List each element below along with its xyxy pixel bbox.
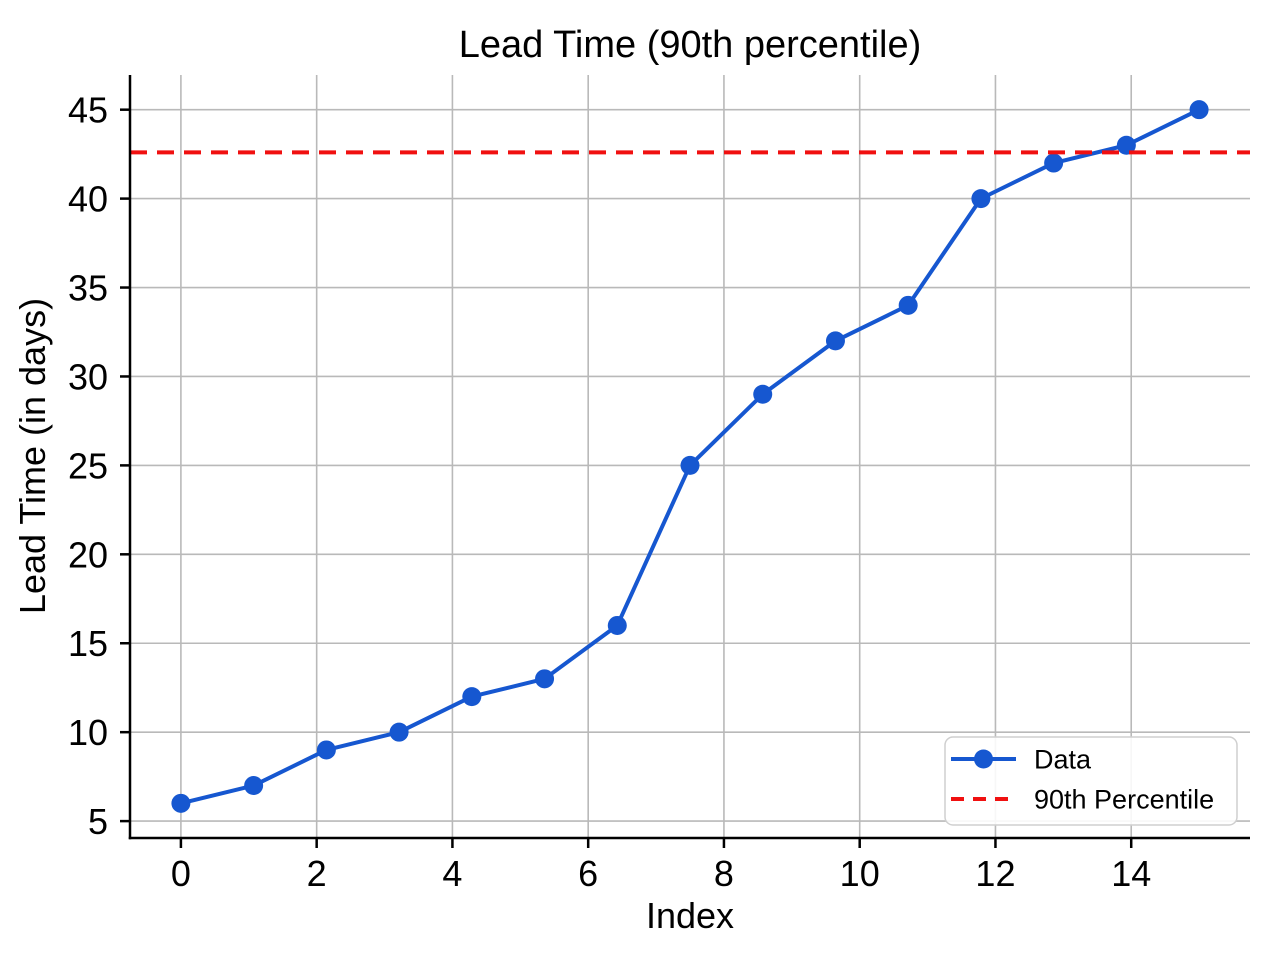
x-tick-label: 10 bbox=[840, 853, 880, 894]
legend-label-percentile: 90th Percentile bbox=[1034, 785, 1214, 815]
x-tick-label: 0 bbox=[171, 853, 191, 894]
x-tick-label: 14 bbox=[1111, 853, 1151, 894]
legend-data-marker-sample bbox=[974, 749, 993, 769]
data-point bbox=[971, 189, 991, 209]
data-point bbox=[171, 793, 191, 813]
x-tick-label: 2 bbox=[307, 853, 327, 894]
y-tick-label: 35 bbox=[68, 268, 108, 309]
data-point bbox=[462, 687, 482, 707]
y-axis-label: Lead Time (in days) bbox=[12, 298, 53, 614]
x-tick-label: 12 bbox=[975, 853, 1015, 894]
series-layer bbox=[130, 100, 1250, 813]
data-point bbox=[607, 615, 627, 635]
data-point bbox=[1116, 135, 1136, 155]
legend-box bbox=[944, 736, 1238, 826]
y-tick-label: 30 bbox=[68, 356, 108, 397]
data-point bbox=[389, 722, 409, 742]
x-axis-label: Index bbox=[646, 895, 734, 936]
x-tick-label: 6 bbox=[578, 853, 598, 894]
data-point bbox=[898, 295, 918, 315]
data-point bbox=[1044, 153, 1064, 173]
data-point bbox=[753, 384, 773, 404]
data-point bbox=[680, 455, 700, 475]
y-tick-label: 5 bbox=[88, 801, 108, 842]
y-tick-label: 45 bbox=[68, 90, 108, 131]
data-point bbox=[244, 776, 264, 796]
y-tick-label: 10 bbox=[68, 712, 108, 753]
y-tick-label: 20 bbox=[68, 534, 108, 575]
y-tick-label: 15 bbox=[68, 623, 108, 664]
x-tick-label: 8 bbox=[714, 853, 734, 894]
data-point bbox=[316, 740, 336, 760]
y-tick-label: 40 bbox=[68, 179, 108, 220]
legend-label-data: Data bbox=[1034, 745, 1092, 775]
chart-title: Lead Time (90th percentile) bbox=[459, 24, 922, 66]
data-point bbox=[1189, 100, 1209, 120]
data-point bbox=[535, 669, 555, 689]
y-tick-label: 25 bbox=[68, 445, 108, 486]
x-tick-label: 4 bbox=[442, 853, 462, 894]
data-point bbox=[825, 331, 845, 351]
legend: Data 90th Percentile bbox=[944, 736, 1238, 826]
axes-layer: 0 2 4 6 8 10 12 14 5 10 15 20 25 30 35 40 45 bbox=[68, 75, 1250, 894]
